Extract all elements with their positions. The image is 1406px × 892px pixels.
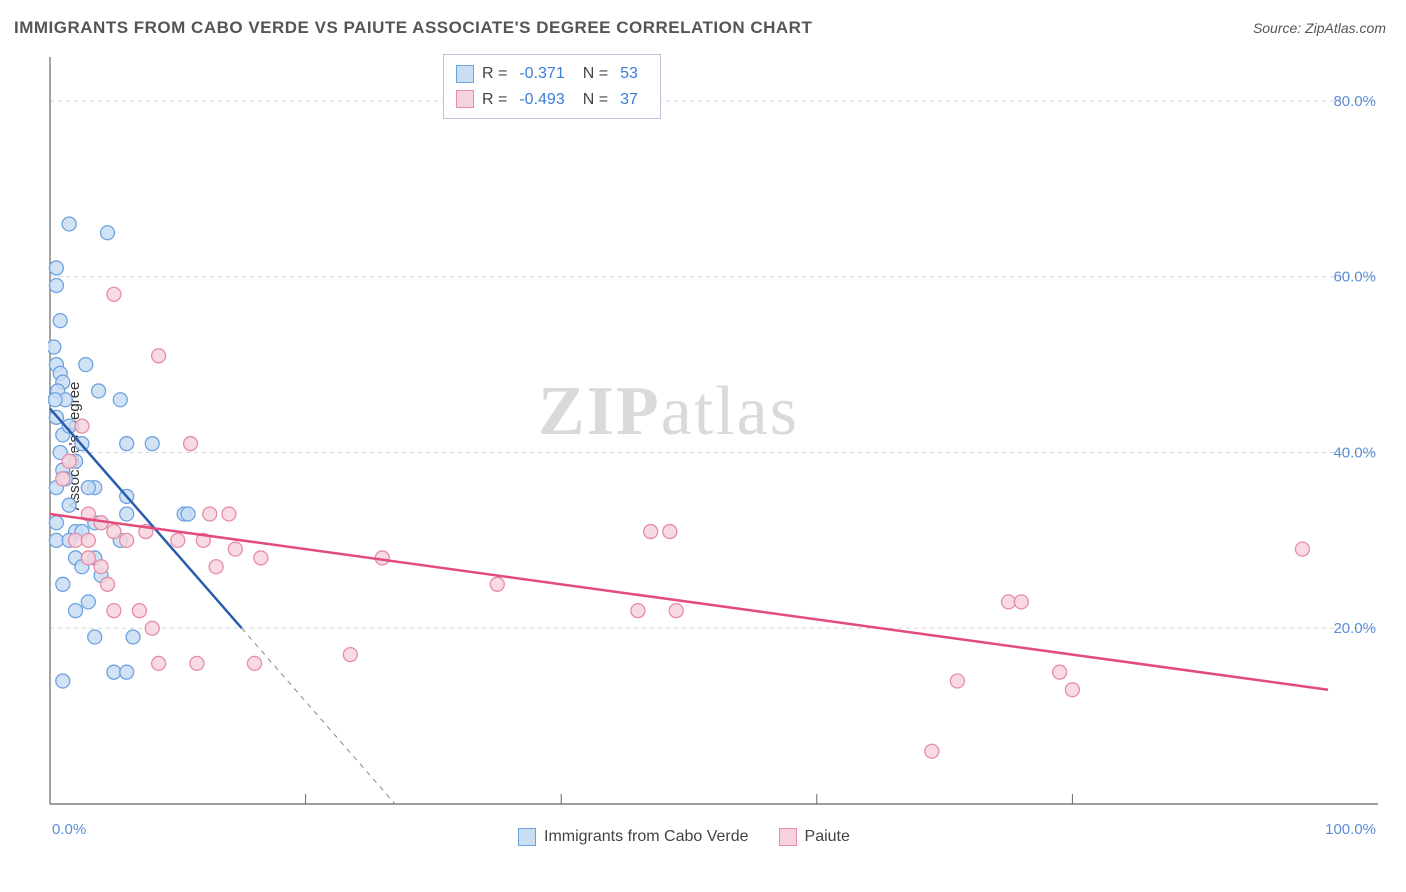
plot-svg: 20.0% 40.0% 60.0% 80.0% 0.0% 100.0% [48,52,1378,844]
legend-swatch [518,828,536,846]
svg-text:80.0%: 80.0% [1333,93,1376,110]
n-value: 37 [620,87,638,113]
svg-text:20.0%: 20.0% [1333,620,1376,637]
legend-swatch [456,90,474,108]
scatter-plot: 20.0%40.0%60.0%80.0%0.0%100.0% ZIPatlas … [48,52,1378,844]
legend-stat-row: R = -0.493 N = 37 [456,87,648,113]
n-value: 53 [620,61,638,87]
svg-text:100.0%: 100.0% [1325,821,1376,838]
source-attribution: Source: ZipAtlas.com [1253,20,1386,36]
n-label: N = [583,61,608,87]
legend-swatch [779,828,797,846]
svg-text:0.0%: 0.0% [52,821,86,838]
svg-text:40.0%: 40.0% [1333,444,1376,461]
r-label: R = [482,61,507,87]
series-legend: Immigrants from Cabo Verde Paiute [518,828,850,846]
svg-text:60.0%: 60.0% [1333,269,1376,286]
correlation-legend: R = -0.371 N = 53 R = -0.493 N = 37 [443,54,661,119]
legend-series-label: Paiute [805,828,850,846]
legend-series-item: Immigrants from Cabo Verde [518,828,749,846]
n-label: N = [583,87,608,113]
legend-stat-row: R = -0.371 N = 53 [456,61,648,87]
legend-swatch [456,65,474,83]
chart-title: IMMIGRANTS FROM CABO VERDE VS PAIUTE ASS… [14,18,812,38]
r-value: -0.493 [519,87,564,113]
legend-series-label: Immigrants from Cabo Verde [544,828,749,846]
r-label: R = [482,87,507,113]
legend-series-item: Paiute [779,828,850,846]
r-value: -0.371 [519,61,564,87]
